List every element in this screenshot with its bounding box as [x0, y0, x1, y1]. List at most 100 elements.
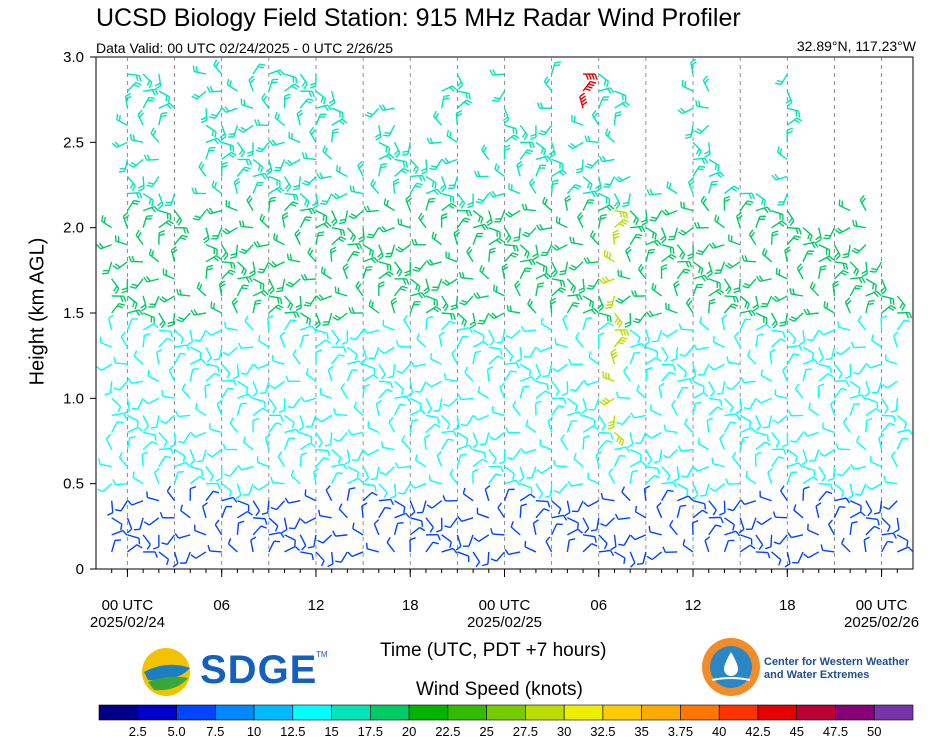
barb-shaft	[634, 414, 647, 419]
barb-shaft	[456, 534, 462, 547]
barb-shaft	[713, 363, 725, 371]
barb-shaft	[547, 364, 553, 376]
barb-flag	[889, 298, 892, 305]
barb-flag	[785, 98, 792, 105]
barb-shaft	[488, 473, 497, 485]
barb-flag	[714, 214, 718, 221]
barb-flag	[724, 264, 731, 269]
barb-flag	[132, 134, 136, 141]
barb-flag	[752, 304, 759, 309]
barb-flag	[687, 253, 694, 257]
barb-flag	[524, 231, 531, 236]
barb-flag	[384, 131, 391, 134]
colorbar-segment	[408, 704, 449, 721]
barb-flag	[279, 331, 286, 337]
barb-shaft	[881, 295, 894, 300]
barb-shaft	[892, 335, 898, 348]
barb-flag	[892, 298, 895, 305]
barb-flag	[680, 107, 686, 113]
barb-flag	[373, 257, 379, 263]
barb-flag	[680, 504, 687, 507]
barb-flag	[267, 314, 274, 319]
barb-shaft	[860, 483, 867, 495]
barb-flag	[788, 318, 795, 322]
barb-shaft	[645, 369, 648, 382]
barb-flag	[498, 460, 505, 465]
barb-flag	[259, 282, 262, 289]
barb-flag	[256, 240, 261, 247]
barb-flag	[617, 176, 623, 182]
barb-shaft	[214, 524, 223, 536]
barb-shaft	[242, 124, 254, 133]
barb-shaft	[776, 295, 788, 303]
barb-flag	[443, 373, 447, 380]
barb-shaft	[523, 329, 536, 333]
barb-flag	[620, 220, 627, 225]
barb-flag	[774, 389, 777, 396]
barb-flag	[140, 306, 147, 312]
barb-flag	[185, 344, 191, 351]
barb-flag	[322, 98, 327, 105]
barb-flag	[527, 149, 534, 153]
barb-flag	[589, 184, 593, 191]
barb-shaft	[181, 312, 191, 323]
barb-flag	[401, 435, 406, 442]
barb-flag	[835, 442, 839, 450]
barb-flag	[734, 331, 740, 337]
barb-flag	[308, 319, 312, 326]
barb-flag	[510, 370, 517, 373]
barb-shaft	[185, 551, 191, 564]
barb-shaft	[590, 235, 600, 246]
barb-flag	[530, 180, 536, 187]
barb-flag	[327, 563, 334, 568]
barb-flag	[610, 546, 617, 551]
barb-shaft	[284, 428, 297, 434]
barb-flag	[699, 165, 706, 168]
barb-shaft	[661, 489, 669, 502]
barb-shaft	[418, 261, 427, 272]
barb-shaft	[696, 105, 709, 109]
barb-flag	[606, 205, 612, 212]
barb-flag	[342, 229, 346, 236]
barb-flag	[606, 301, 613, 304]
barb-flag	[661, 210, 667, 216]
barb-flag	[342, 263, 349, 269]
barb-shaft	[116, 119, 128, 126]
barb-shaft	[226, 227, 238, 235]
barb-flag	[320, 202, 327, 205]
barb-flag	[246, 195, 252, 201]
barb-shaft	[229, 466, 238, 477]
barb-shaft	[528, 182, 537, 194]
barb-flag	[376, 399, 382, 405]
barb-shaft	[111, 278, 120, 289]
barb-shaft	[456, 73, 464, 86]
barb-shaft	[331, 472, 338, 484]
barb-flag	[265, 433, 271, 439]
barb-flag	[421, 175, 426, 182]
barb-flag	[772, 233, 779, 237]
barb-flag	[403, 506, 406, 513]
barb-flag	[495, 285, 498, 293]
barb-shaft	[796, 267, 804, 280]
barb-shaft	[252, 500, 261, 512]
barb-flag	[685, 133, 692, 136]
barb-flag	[531, 142, 535, 149]
barb-shaft	[173, 432, 177, 445]
barb-flag	[775, 82, 782, 86]
barb-shaft	[163, 295, 175, 303]
barb-shaft	[335, 534, 348, 537]
barb-shaft	[221, 151, 232, 160]
barb-flag	[798, 228, 802, 235]
colorbar-segment	[214, 704, 255, 721]
barb-shaft	[142, 97, 150, 109]
barb-shaft	[865, 420, 868, 433]
barb-shaft	[818, 266, 822, 279]
barb-shaft	[692, 500, 705, 505]
barb-flag	[127, 377, 132, 384]
barb-flag	[324, 147, 329, 154]
barb-flag	[552, 459, 557, 466]
barb-flag	[704, 153, 711, 158]
barb-flag	[206, 330, 212, 336]
barb-shaft	[221, 496, 234, 502]
